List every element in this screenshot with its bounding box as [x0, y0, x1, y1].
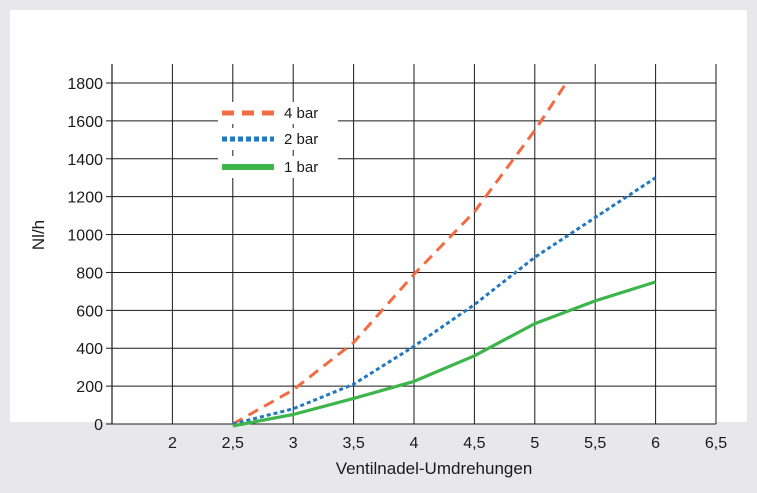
y-tick-label: 0 [94, 417, 103, 434]
x-tick-label: 4,5 [463, 435, 485, 452]
series-line-4-bar [232, 84, 567, 426]
x-tick-label: 6,5 [705, 435, 727, 452]
x-axis-label: Ventilnadel-Umdrehungen [336, 459, 533, 478]
y-tick-label: 200 [76, 379, 103, 396]
legend: 4 bar 2 bar 1 bar [218, 102, 338, 178]
x-tick-label: 3,5 [342, 435, 364, 452]
x-tick-label: 5 [530, 435, 539, 452]
tick-labels: 0 200 400 600 800 1000 1200 1400 1600 1800 2 2,5 3 3,… [67, 76, 727, 452]
x-tick-label: 5,5 [584, 435, 606, 452]
legend-label: 2 bar [284, 131, 318, 148]
y-tick-label: 1200 [67, 190, 103, 207]
y-tick-label: 400 [76, 341, 103, 358]
x-tick-label: 3 [289, 435, 298, 452]
x-tick-label: 6 [651, 435, 660, 452]
series-line-2-bar [232, 176, 657, 426]
legend-bg [218, 156, 338, 178]
x-tick-label: 4 [410, 435, 419, 452]
y-tick-label: 1400 [67, 152, 103, 169]
x-tick-label: 2,5 [222, 435, 244, 452]
axes [106, 64, 113, 425]
series-lines [232, 84, 657, 428]
legend-label: 4 bar [284, 105, 318, 122]
x-tick-label: 2 [168, 435, 177, 452]
legend-label: 1 bar [284, 159, 318, 176]
legend-bg [218, 102, 338, 124]
legend-bg [218, 128, 338, 150]
y-tick-label: 600 [76, 303, 103, 320]
y-tick-label: 800 [76, 265, 103, 282]
y-tick-label: 1000 [67, 228, 103, 245]
y-tick-label: 1800 [67, 76, 103, 93]
y-axis-label: Nl/h [29, 220, 48, 250]
y-tick-label: 1600 [67, 114, 103, 131]
series-line-1-bar [232, 280, 657, 428]
